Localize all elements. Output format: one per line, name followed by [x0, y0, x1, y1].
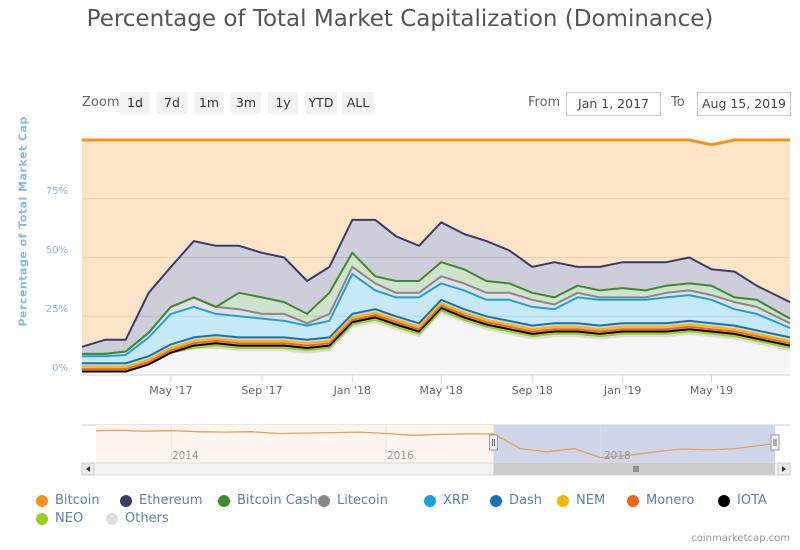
area-xrp: [82, 273, 790, 364]
from-date-input[interactable]: Jan 1, 2017: [566, 92, 661, 116]
legend-label: IOTA: [737, 493, 767, 508]
credit-link[interactable]: coinmarketcap.com: [691, 533, 790, 544]
legend-label: NEM: [576, 493, 606, 508]
legend-marker-icon: [36, 494, 48, 507]
line-xrp: [82, 272, 791, 358]
legend-marker-icon: [218, 494, 230, 507]
legend-label: Bitcoin: [55, 493, 100, 508]
area-others: [82, 312, 790, 375]
arrow-left-icon: [86, 466, 90, 472]
y-tick-label: 0%: [52, 363, 68, 374]
legend-marker-icon: [718, 494, 730, 507]
legend-marker-icon: [627, 494, 639, 507]
y-tick-label: 50%: [45, 245, 68, 256]
to-date-input[interactable]: Aug 15, 2019: [697, 92, 791, 116]
legend-label: NEO: [55, 511, 84, 526]
legend-marker-icon: [557, 494, 569, 507]
legend-label: Ethereum: [139, 493, 203, 508]
legend-item-nem[interactable]: NEM: [557, 493, 605, 508]
navigator-tick-label: 2014: [172, 450, 199, 462]
y-tick-label: 75%: [45, 186, 68, 197]
legend-label: Others: [125, 511, 169, 526]
zoom-7d-button[interactable]: 7d: [157, 92, 187, 114]
navigator-series-line: [95, 429, 776, 459]
zoom-1d-button[interactable]: 1d: [120, 92, 150, 114]
line-monero: [82, 304, 791, 371]
navigator-tick-label: 2016: [387, 450, 414, 462]
legend-marker-icon: [424, 494, 436, 507]
x-tick-label: Sep '17: [241, 384, 283, 397]
navigator-left-handle[interactable]: [489, 434, 499, 451]
legend-label: Dash: [509, 493, 542, 508]
line-nem: [82, 302, 791, 368]
legend-item-xrp[interactable]: XRP: [424, 493, 469, 508]
line-neo: [82, 309, 791, 373]
zoom-all-button[interactable]: ALL: [342, 92, 374, 114]
line-dash: [82, 298, 791, 365]
x-tick-label: May '19: [689, 384, 734, 397]
legend-item-ethereum[interactable]: Ethereum: [120, 493, 203, 508]
legend-marker-icon: [120, 494, 132, 507]
zoom-label: Zoom: [82, 95, 120, 110]
arrow-right-icon: [782, 466, 786, 472]
legend-label: Litecoin: [337, 493, 388, 508]
area-ethereum: [82, 219, 790, 354]
legend-item-bitcoin[interactable]: Bitcoin: [36, 493, 100, 508]
from-label: From: [528, 95, 561, 110]
legend-label: Monero: [646, 493, 695, 508]
legend-marker-icon: [490, 494, 502, 507]
x-tick-label: May '17: [149, 384, 193, 397]
legend-marker-icon: [318, 494, 330, 507]
area-bitcoin: [82, 140, 790, 347]
zoom-ytd-button[interactable]: YTD: [305, 92, 337, 114]
navigator-tick-label: 2018: [604, 450, 631, 462]
legend-label: XRP: [443, 493, 469, 508]
zoom-3m-button[interactable]: 3m: [231, 92, 261, 114]
x-tick-label: Sep '18: [511, 384, 553, 397]
scrollbar-grip-icon: [633, 466, 639, 472]
line-bitcoin-cash: [82, 251, 791, 355]
x-tick-label: Jan '19: [603, 384, 642, 397]
legend-label: Bitcoin Cash: [237, 493, 318, 508]
zoom-1y-button[interactable]: 1y: [268, 92, 298, 114]
legend-item-neo[interactable]: NEO: [36, 511, 83, 526]
line-iota: [82, 307, 791, 373]
legend-item-others[interactable]: Others: [106, 511, 169, 526]
legend-marker-icon: [36, 512, 48, 525]
legend-item-monero[interactable]: Monero: [627, 493, 694, 508]
navigator-selected-range: [493, 425, 775, 463]
line-bitcoin: [82, 138, 790, 147]
area-litecoin: [82, 266, 790, 357]
legend-item-bitcoin-cash[interactable]: Bitcoin Cash: [218, 493, 318, 508]
legend-item-iota[interactable]: IOTA: [718, 493, 767, 508]
legend-marker-icon: [106, 512, 118, 525]
navigator-right-handle[interactable]: [770, 434, 780, 451]
y-tick-label: 25%: [45, 304, 68, 315]
chart-title: Percentage of Total Market Capitalizatio…: [86, 6, 714, 32]
line-ethereum: [81, 218, 791, 348]
legend-item-litecoin[interactable]: Litecoin: [318, 493, 388, 508]
x-tick-label: Jan '18: [333, 384, 372, 397]
zoom-1m-button[interactable]: 1m: [194, 92, 224, 114]
x-tick-label: May '18: [419, 384, 463, 397]
to-label: To: [671, 95, 685, 110]
legend-item-dash[interactable]: Dash: [490, 493, 542, 508]
